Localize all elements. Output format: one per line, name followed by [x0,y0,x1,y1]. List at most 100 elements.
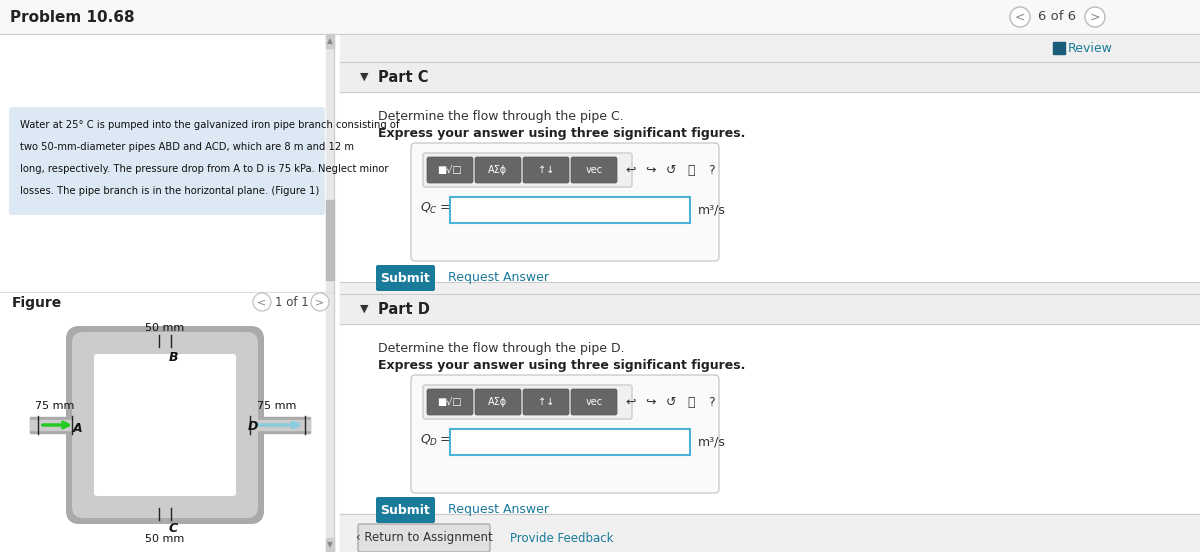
FancyBboxPatch shape [66,326,264,524]
Text: ▼: ▼ [360,304,368,314]
FancyBboxPatch shape [523,389,569,415]
Circle shape [253,293,271,311]
Text: losses. The pipe branch is in the horizontal plane. (Figure 1): losses. The pipe branch is in the horizo… [20,186,319,196]
Text: long, respectively. The pressure drop from A to D is 75 kPa. Neglect minor: long, respectively. The pressure drop fr… [20,164,389,174]
Text: D: D [248,420,258,433]
Bar [248,420,310,430]
Text: Express your answer using three significant figures.: Express your answer using three signific… [378,359,745,372]
Text: $Q_C$: $Q_C$ [420,200,438,215]
FancyBboxPatch shape [376,497,436,523]
FancyBboxPatch shape [475,389,521,415]
Text: ■√□: ■√□ [438,165,462,175]
Text: 6 of 6: 6 of 6 [1038,10,1076,24]
Text: Request Answer: Request Answer [448,272,550,284]
FancyBboxPatch shape [410,143,719,261]
Bar [30,420,82,430]
Text: C: C [169,522,178,535]
Text: ↩: ↩ [625,395,636,408]
Bar [30,417,82,433]
Text: 75 mm: 75 mm [35,401,74,411]
Text: 1 of 1: 1 of 1 [275,295,308,309]
Bar [340,324,1200,514]
Circle shape [1085,7,1105,27]
FancyBboxPatch shape [410,375,719,493]
FancyBboxPatch shape [376,265,436,291]
Text: ↑↓: ↑↓ [538,165,554,175]
Text: ↪: ↪ [646,163,656,177]
Text: AΣϕ: AΣϕ [488,397,508,407]
Text: ⬜: ⬜ [688,163,695,177]
Text: <: < [257,297,266,307]
Text: Figure: Figure [12,296,62,310]
Text: ⬜: ⬜ [688,395,695,408]
FancyBboxPatch shape [571,389,617,415]
Text: vec: vec [586,165,602,175]
Text: ?: ? [708,395,714,408]
Text: =: = [440,433,451,447]
FancyBboxPatch shape [94,354,236,496]
Text: Provide Feedback: Provide Feedback [510,532,613,544]
Bar [326,200,334,280]
Text: Part D: Part D [378,301,430,316]
Bar [450,197,690,223]
Text: ‹ Return to Assignment: ‹ Return to Assignment [355,532,492,544]
Text: Review: Review [1068,41,1112,55]
Bar [1054,42,1066,54]
Text: A: A [72,422,82,436]
Text: AΣϕ: AΣϕ [488,165,508,175]
Bar [0,34,334,552]
Bar [0,0,1200,34]
Text: 75 mm: 75 mm [257,401,296,411]
FancyBboxPatch shape [427,157,473,183]
Text: <: < [1015,10,1025,24]
Bar [340,34,1200,552]
Bar [326,34,334,552]
Text: m³/s: m³/s [698,204,726,216]
Text: 50 mm: 50 mm [145,534,185,544]
Text: =: = [440,201,451,215]
Bar [326,34,334,48]
Bar [340,62,1200,92]
Text: vec: vec [586,397,602,407]
FancyBboxPatch shape [10,107,325,215]
Text: Submit: Submit [380,272,430,284]
Text: Request Answer: Request Answer [448,503,550,517]
Circle shape [311,293,329,311]
Bar [326,538,334,552]
Bar [340,92,1200,282]
Text: ■√□: ■√□ [438,397,462,407]
Text: 50 mm: 50 mm [145,323,185,333]
FancyBboxPatch shape [358,524,490,552]
FancyBboxPatch shape [523,157,569,183]
Text: ▼: ▼ [360,72,368,82]
Text: two 50-mm-diameter pipes ABD and ACD, which are 8 m and 12 m: two 50-mm-diameter pipes ABD and ACD, wh… [20,142,354,152]
Text: m³/s: m³/s [698,436,726,448]
Bar [340,514,1200,552]
Text: >: > [316,297,325,307]
Text: >: > [1090,10,1100,24]
Text: Part C: Part C [378,70,428,84]
Bar [340,294,1200,324]
Text: B: B [169,351,179,364]
Text: Determine the flow through the pipe D.: Determine the flow through the pipe D. [378,342,625,355]
Text: ↺: ↺ [666,163,677,177]
Text: Determine the flow through the pipe C.: Determine the flow through the pipe C. [378,110,624,123]
Text: Express your answer using three significant figures.: Express your answer using three signific… [378,127,745,140]
Text: ↪: ↪ [646,395,656,408]
Bar [450,429,690,455]
FancyBboxPatch shape [66,326,264,524]
Text: ↺: ↺ [666,395,677,408]
Text: Water at 25° C is pumped into the galvanized iron pipe branch consisting of: Water at 25° C is pumped into the galvan… [20,120,400,130]
FancyBboxPatch shape [475,157,521,183]
Text: $Q_D$: $Q_D$ [420,432,438,448]
FancyBboxPatch shape [424,153,632,187]
FancyBboxPatch shape [571,157,617,183]
Text: ↑↓: ↑↓ [538,397,554,407]
Text: ▲: ▲ [328,36,332,45]
FancyBboxPatch shape [72,332,258,518]
Text: ?: ? [708,163,714,177]
Text: ↩: ↩ [625,163,636,177]
FancyBboxPatch shape [427,389,473,415]
FancyBboxPatch shape [424,385,632,419]
Text: Problem 10.68: Problem 10.68 [10,9,134,24]
